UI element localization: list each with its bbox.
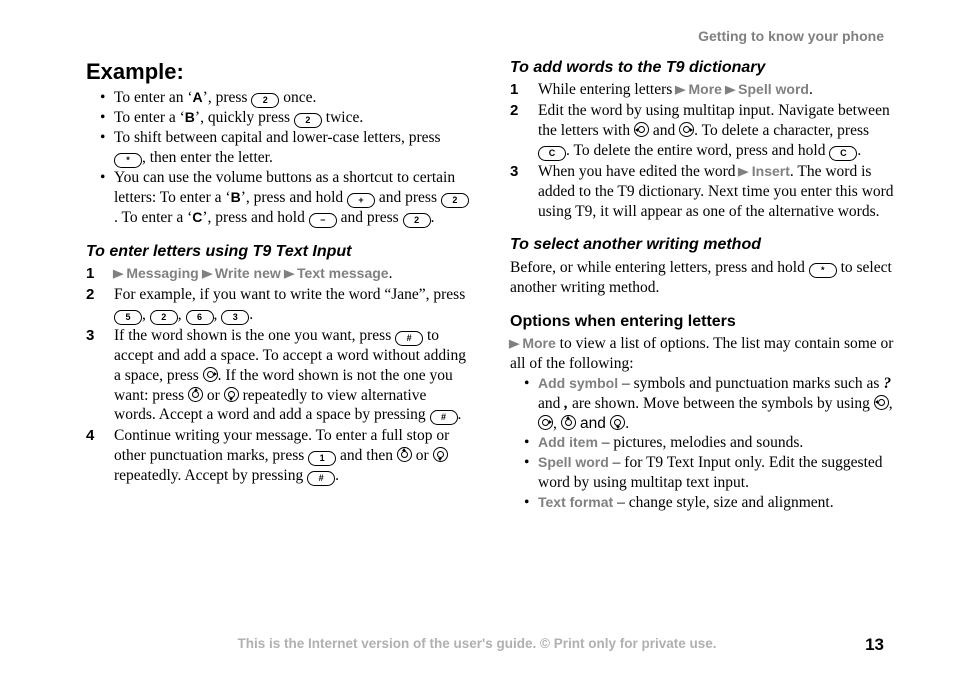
key-hash: #	[395, 331, 423, 346]
page: Getting to know your phone Example: To e…	[0, 0, 954, 677]
key-6: 6	[186, 310, 214, 325]
key-5: 5	[114, 310, 142, 325]
key-star: *	[809, 263, 837, 278]
key-1: 1	[308, 451, 336, 466]
letter-B: B	[185, 109, 195, 125]
option-spell-word: Spell word – for T9 Text Input only. Edi…	[510, 453, 894, 493]
options-list: Add symbol – symbols and punctuation mar…	[510, 374, 894, 513]
key-hash: #	[430, 410, 458, 425]
nav-left-icon	[874, 395, 889, 410]
example-item-2: To enter a ‘B’, quickly press 2 twice.	[86, 108, 470, 128]
header-title: Getting to know your phone	[86, 28, 894, 44]
letter-A: A	[193, 89, 203, 105]
nav-down-icon	[433, 447, 448, 462]
nav-right-icon	[679, 122, 694, 137]
example-item-1: To enter an ‘A’, press 2 once.	[86, 88, 470, 108]
add-step-3: When you have edited the word ▶ Insert. …	[510, 162, 894, 221]
arrow-icon: ▶	[113, 267, 123, 281]
key-c: C	[829, 146, 857, 161]
t9-steps: ▶ Messaging ▶ Write new ▶ Text message. …	[86, 264, 470, 486]
example-list: To enter an ‘A’, press 2 once. To enter …	[86, 88, 470, 228]
t9-step-1: ▶ Messaging ▶ Write new ▶ Text message.	[86, 264, 470, 284]
key-c: C	[538, 146, 566, 161]
column-left: Example: To enter an ‘A’, press 2 once. …	[86, 58, 470, 513]
example-heading: Example:	[86, 58, 470, 86]
nav-up-icon	[561, 415, 576, 430]
letter-B: B	[231, 189, 241, 205]
key-3: 3	[221, 310, 249, 325]
page-number: 13	[865, 635, 884, 655]
add-words-heading: To add words to the T9 dictionary	[510, 58, 894, 78]
key-hash: #	[307, 471, 335, 486]
nav-up-icon	[397, 447, 412, 462]
key-2: 2	[403, 213, 431, 228]
content-columns: Example: To enter an ‘A’, press 2 once. …	[86, 58, 894, 513]
key-2: 2	[150, 310, 178, 325]
arrow-icon: ▶	[509, 337, 519, 351]
t9-heading: To enter letters using T9 Text Input	[86, 242, 470, 262]
key-plus: +	[347, 193, 375, 208]
option-add-symbol: Add symbol – symbols and punctuation mar…	[510, 374, 894, 433]
arrow-icon: ▶	[675, 83, 685, 97]
select-method-heading: To select another writing method	[510, 235, 894, 255]
nav-down-icon	[224, 387, 239, 402]
key-2: 2	[294, 113, 322, 128]
option-text-format: Text format – change style, size and ali…	[510, 493, 894, 513]
key-2: 2	[251, 93, 279, 108]
options-heading: Options when entering letters	[510, 312, 894, 332]
arrow-icon: ▶	[725, 83, 735, 97]
nav-left-icon	[634, 122, 649, 137]
arrow-icon: ▶	[739, 165, 749, 179]
example-item-4: You can use the volume buttons as a shor…	[86, 168, 470, 228]
option-add-item: Add item – pictures, melodies and sounds…	[510, 433, 894, 453]
key-2: 2	[441, 193, 469, 208]
arrow-icon: ▶	[284, 267, 294, 281]
add-words-steps: While entering letters ▶ More ▶ Spell wo…	[510, 80, 894, 221]
select-method-text: Before, or while entering letters, press…	[510, 258, 894, 298]
footer-text: This is the Internet version of the user…	[0, 636, 954, 651]
nav-up-icon	[188, 387, 203, 402]
nav-right-icon	[203, 367, 218, 382]
arrow-icon: ▶	[202, 267, 212, 281]
add-step-1: While entering letters ▶ More ▶ Spell wo…	[510, 80, 894, 100]
t9-step-4: Continue writing your message. To enter …	[86, 426, 470, 486]
letter-C: C	[192, 209, 202, 225]
add-step-2: Edit the word by using multitap input. N…	[510, 101, 894, 161]
options-intro: ▶ More to view a list of options. The li…	[510, 334, 894, 374]
nav-down-icon	[610, 415, 625, 430]
key-star: *	[114, 153, 142, 168]
t9-step-3: If the word shown is the one you want, p…	[86, 326, 470, 425]
column-right: To add words to the T9 dictionary While …	[510, 58, 894, 513]
key-minus: −	[309, 213, 337, 228]
nav-right-icon	[538, 415, 553, 430]
t9-step-2: For example, if you want to write the wo…	[86, 285, 470, 325]
example-item-3: To shift between capital and lower-case …	[86, 128, 470, 168]
